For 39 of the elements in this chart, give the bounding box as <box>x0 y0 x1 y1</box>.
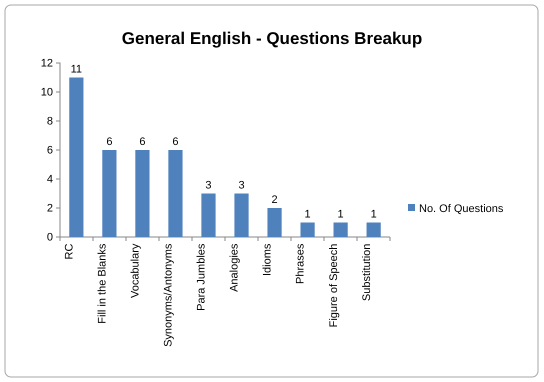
x-tick-label: Analogies <box>228 243 241 292</box>
x-tick-label: Figure of Speech <box>328 244 340 328</box>
y-tick-label: 2 <box>46 202 53 215</box>
data-label: 1 <box>370 208 377 220</box>
x-tick-label: Substitution <box>360 244 373 302</box>
data-label: 11 <box>70 64 82 76</box>
y-tick-label: 6 <box>46 144 53 157</box>
x-tick-label: Synonyms/Antonyms <box>162 243 175 347</box>
x-tick-label: Vocabulary <box>130 243 142 298</box>
data-label: 3 <box>238 180 245 192</box>
data-label: 3 <box>205 180 212 192</box>
x-tick-label: Phrases <box>294 243 307 284</box>
data-label: 6 <box>172 136 179 148</box>
bar <box>366 222 381 237</box>
bar <box>267 208 282 237</box>
data-label: 1 <box>338 208 344 220</box>
bar <box>102 150 116 237</box>
x-tick-label: RC <box>64 244 76 260</box>
data-label: 6 <box>139 136 146 148</box>
y-tick-label: 10 <box>40 86 53 99</box>
bar <box>135 150 150 237</box>
data-label: 6 <box>106 136 112 148</box>
y-tick-label: 4 <box>46 174 53 186</box>
bar <box>234 194 249 237</box>
data-label: 2 <box>271 194 278 206</box>
y-tick-label: 8 <box>46 116 53 128</box>
bar <box>201 194 216 237</box>
y-tick-label: 12 <box>40 58 53 70</box>
data-label: 1 <box>304 208 311 220</box>
x-tick-label: Para Jumbles <box>196 243 208 311</box>
x-tick-label: Fill in the Blanks <box>96 243 109 324</box>
bar <box>334 222 348 237</box>
legend-label: No. Of Questions <box>419 203 504 215</box>
y-tick-label: 0 <box>46 232 53 244</box>
chart-title: General English - Questions Breakup <box>122 29 422 48</box>
bar <box>69 78 84 237</box>
bar <box>300 222 315 237</box>
x-tick-label: Idioms <box>262 243 274 276</box>
bar <box>168 150 183 237</box>
